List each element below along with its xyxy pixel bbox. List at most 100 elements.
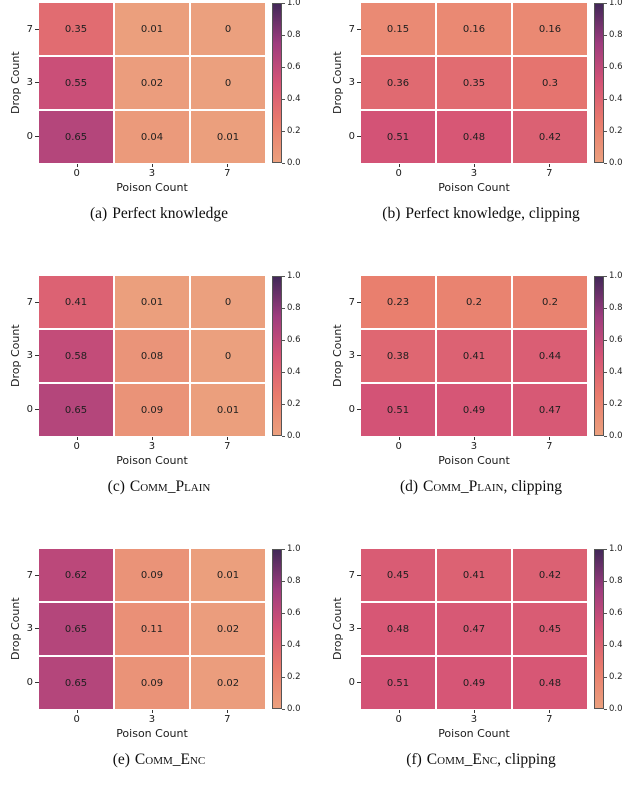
heatmap-cell: 0.48 [513, 657, 587, 709]
colorbar-tick-label: 0.2 [282, 672, 301, 682]
colorbar-tick-label: 1.0 [282, 271, 301, 281]
colorbar-tick-label: 0.4 [604, 367, 623, 377]
x-axis-label: Poison Count [438, 454, 510, 467]
subfigure-caption: (e) Comm_Enc [8, 749, 310, 770]
heatmap-cell: 0.01 [115, 3, 189, 55]
subfigure-suffix: , clipping [521, 205, 580, 222]
heatmap-grid: 0.45 0.41 0.42 0.48 0.47 0.45 0.51 0.49 0.48 [361, 549, 587, 709]
heatmap-cell: 0 [191, 3, 265, 55]
colorbar: 1.0 0.8 0.6 0.4 0.2 0.0 [272, 271, 309, 441]
heatmap-cell: 0.16 [437, 3, 511, 55]
x-tick-label: 3 [114, 164, 189, 179]
heatmap-cell: 0.42 [513, 111, 587, 163]
colorbar-tick-label: 0.8 [604, 576, 623, 586]
y-tick-label: 0 [346, 110, 361, 163]
colorbar-tick-label: 0.6 [604, 62, 623, 72]
heatmap-cell: 0.62 [39, 549, 113, 601]
colorbar-tick-label: 0.8 [282, 30, 301, 40]
heatmap-grid: 0.62 0.09 0.01 0.65 0.11 0.02 0.65 0.09 0.02 [39, 549, 265, 709]
heatmap-cell: 0 [191, 276, 265, 328]
heatmap-cell: 0.02 [191, 603, 265, 655]
heatmap-cell: 0.01 [191, 111, 265, 163]
heatmap-cell: 0.3 [513, 57, 587, 109]
heatmap-cell: 0.23 [361, 276, 435, 328]
subfigure-label: (c) [107, 478, 125, 495]
heatmap-cell: 0.09 [115, 384, 189, 436]
colorbar-tick-label: 0.4 [282, 94, 301, 104]
heatmap-grid: 0.15 0.16 0.16 0.36 0.35 0.3 0.51 0.48 0.42 [361, 3, 587, 163]
x-tick-label: 0 [361, 710, 436, 725]
y-tick-label: 7 [24, 549, 39, 602]
colorbar: 1.0 0.8 0.6 0.4 0.2 0.0 [594, 0, 631, 168]
colorbar-tick-label: 0.8 [282, 576, 301, 586]
y-axis-label: Drop Count [331, 324, 344, 388]
colorbar-tick-label: 0.4 [282, 367, 301, 377]
heatmap-cell: 0.44 [513, 330, 587, 382]
x-tick-label: 0 [39, 710, 114, 725]
y-tick-label: 7 [346, 549, 361, 602]
heatmap-cell: 0.41 [437, 330, 511, 382]
colorbar-tick-labels: 1.0 0.8 0.6 0.4 0.2 0.0 [282, 271, 309, 441]
colorbar-tick-label: 0.6 [604, 335, 623, 345]
heatmap-grid: 0.41 0.01 0 0.58 0.08 0 0.65 0.09 0.01 [39, 276, 265, 436]
x-axis-label: Poison Count [438, 727, 510, 740]
x-axis-label: Poison Count [116, 454, 188, 467]
colorbar-tick-label: 0.4 [604, 640, 623, 650]
x-tick-label: 3 [436, 710, 511, 725]
subfigure-label: (e) [112, 751, 130, 768]
heatmap-cell: 0.51 [361, 384, 435, 436]
y-tick-label: 3 [346, 602, 361, 655]
x-tick-label: 0 [39, 164, 114, 179]
colorbar-tick-label: 0.8 [282, 303, 301, 313]
heatmap-cell: 0.11 [115, 603, 189, 655]
colorbar: 1.0 0.8 0.6 0.4 0.2 0.0 [594, 271, 631, 441]
heatmap-cell: 0.55 [39, 57, 113, 109]
subfigure-name: Comm_Plain [423, 478, 504, 495]
heatmap-cell: 0.51 [361, 657, 435, 709]
y-tick-label: 7 [346, 276, 361, 329]
x-tick-label: 7 [512, 710, 587, 725]
colorbar-tick-label: 0.0 [604, 158, 623, 168]
y-axis-label: Drop Count [9, 51, 22, 115]
y-tick-label: 0 [24, 656, 39, 709]
colorbar-gradient [272, 276, 282, 436]
heatmap-cell: 0.51 [361, 111, 435, 163]
colorbar: 1.0 0.8 0.6 0.4 0.2 0.0 [272, 544, 309, 714]
subfigure-label: (f) [406, 751, 422, 768]
y-tick-label: 3 [24, 602, 39, 655]
heatmap-cell: 0.09 [115, 549, 189, 601]
x-tick-label: 0 [39, 437, 114, 452]
heatmap-cell: 0 [191, 57, 265, 109]
colorbar-gradient [272, 3, 282, 163]
heatmap-grid: 0.35 0.01 0 0.55 0.02 0 0.65 0.04 0.01 [39, 3, 265, 163]
heatmap-cell: 0.41 [39, 276, 113, 328]
heatmap-cell: 0.16 [513, 3, 587, 55]
heatmap-cell: 0.45 [513, 603, 587, 655]
subfigure-name: Perfect knowledge [405, 205, 522, 222]
colorbar-tick-label: 0.2 [604, 399, 623, 409]
heatmap-cell: 0.08 [115, 330, 189, 382]
colorbar-tick-label: 1.0 [282, 0, 301, 8]
subfigure-label: (b) [382, 205, 401, 222]
subfigure-name: Comm_Plain [129, 478, 211, 495]
colorbar-tick-label: 0.0 [604, 431, 623, 441]
x-axis-label: Poison Count [438, 181, 510, 194]
y-tick-label: 3 [24, 329, 39, 382]
y-tick-label: 3 [346, 329, 361, 382]
